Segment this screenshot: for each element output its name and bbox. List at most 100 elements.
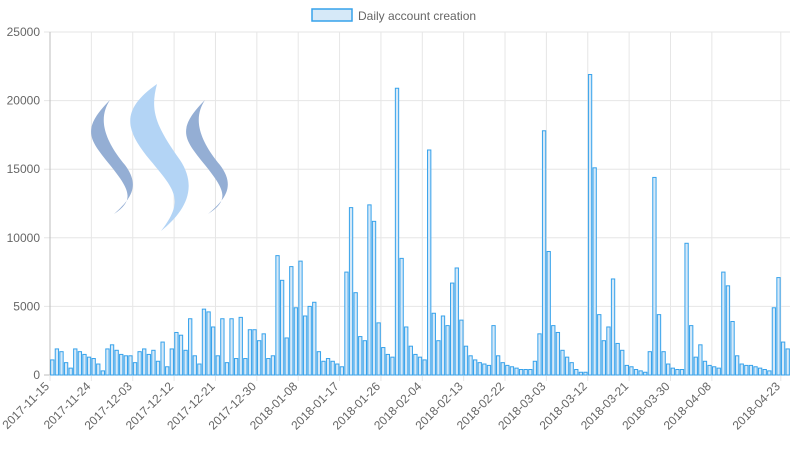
bar[interactable] bbox=[252, 329, 257, 376]
bar[interactable] bbox=[109, 344, 115, 376]
bar[interactable] bbox=[197, 363, 202, 376]
bar[interactable] bbox=[174, 331, 179, 376]
bar[interactable] bbox=[505, 364, 510, 376]
bar[interactable] bbox=[638, 370, 643, 376]
bar[interactable] bbox=[165, 366, 170, 376]
bar[interactable] bbox=[137, 351, 142, 376]
bar[interactable] bbox=[693, 356, 698, 376]
chart-legend[interactable]: Daily account creation bbox=[311, 8, 476, 23]
bar[interactable] bbox=[670, 367, 675, 376]
bar[interactable] bbox=[293, 307, 299, 376]
bar[interactable] bbox=[192, 355, 197, 376]
bar[interactable] bbox=[408, 345, 413, 376]
bar[interactable] bbox=[495, 355, 501, 376]
bar[interactable] bbox=[155, 360, 161, 376]
bar[interactable] bbox=[610, 278, 616, 376]
bar[interactable] bbox=[450, 282, 455, 376]
bar[interactable] bbox=[776, 277, 781, 376]
bar[interactable] bbox=[574, 369, 579, 376]
bar[interactable] bbox=[211, 326, 216, 376]
bar[interactable] bbox=[523, 369, 528, 376]
bar[interactable] bbox=[302, 315, 308, 376]
bar[interactable] bbox=[381, 347, 386, 376]
bar[interactable] bbox=[578, 371, 584, 376]
bar[interactable] bbox=[119, 353, 124, 376]
bar[interactable] bbox=[780, 341, 786, 376]
bar[interactable] bbox=[413, 353, 418, 376]
bar[interactable] bbox=[615, 342, 620, 376]
bar[interactable] bbox=[86, 356, 92, 376]
bar[interactable] bbox=[560, 349, 565, 376]
bar[interactable] bbox=[169, 348, 174, 376]
bar[interactable] bbox=[528, 369, 533, 376]
bar[interactable] bbox=[721, 271, 726, 376]
bar[interactable] bbox=[390, 356, 395, 376]
bar[interactable] bbox=[358, 336, 363, 376]
bar[interactable] bbox=[63, 362, 69, 376]
bar[interactable] bbox=[279, 279, 285, 376]
bar[interactable] bbox=[59, 351, 64, 376]
bar[interactable] bbox=[371, 220, 377, 376]
bar[interactable] bbox=[633, 369, 639, 376]
bar[interactable] bbox=[546, 251, 551, 376]
bar[interactable] bbox=[771, 307, 777, 376]
bar[interactable] bbox=[757, 367, 763, 376]
bar[interactable] bbox=[344, 271, 349, 376]
bar[interactable] bbox=[473, 359, 478, 376]
bar[interactable] bbox=[661, 351, 666, 376]
bar[interactable] bbox=[54, 348, 60, 376]
bar[interactable] bbox=[541, 130, 547, 376]
bar[interactable] bbox=[652, 176, 657, 376]
bar[interactable] bbox=[431, 312, 436, 376]
bar[interactable] bbox=[114, 349, 119, 376]
bar[interactable] bbox=[289, 266, 294, 376]
bar[interactable] bbox=[312, 301, 317, 376]
bar[interactable] bbox=[316, 351, 322, 376]
bar[interactable] bbox=[188, 318, 193, 376]
bar[interactable] bbox=[767, 370, 772, 376]
bar[interactable] bbox=[509, 366, 515, 376]
bar[interactable] bbox=[353, 292, 358, 376]
bar[interactable] bbox=[486, 364, 492, 376]
bar[interactable] bbox=[404, 326, 409, 376]
bar[interactable] bbox=[656, 314, 662, 376]
bar[interactable] bbox=[459, 319, 464, 376]
bar[interactable] bbox=[440, 315, 446, 376]
bar[interactable] bbox=[647, 351, 652, 376]
bar[interactable] bbox=[224, 362, 230, 376]
bar[interactable] bbox=[73, 348, 78, 376]
bar[interactable] bbox=[551, 325, 556, 376]
bar[interactable] bbox=[151, 349, 156, 376]
bar[interactable] bbox=[583, 371, 588, 376]
bar[interactable] bbox=[325, 358, 331, 376]
bar[interactable] bbox=[256, 340, 262, 376]
bar[interactable] bbox=[321, 360, 326, 376]
bar[interactable] bbox=[606, 326, 611, 376]
bar[interactable] bbox=[445, 325, 450, 376]
bar[interactable] bbox=[555, 331, 561, 376]
bar[interactable] bbox=[215, 355, 220, 376]
bar[interactable] bbox=[160, 341, 165, 376]
bar[interactable] bbox=[587, 74, 593, 376]
bar[interactable] bbox=[532, 360, 538, 376]
bar[interactable] bbox=[178, 334, 184, 376]
bar[interactable] bbox=[146, 353, 151, 376]
bar[interactable] bbox=[785, 348, 790, 376]
bar[interactable] bbox=[399, 257, 404, 376]
bar[interactable] bbox=[367, 204, 372, 376]
bar[interactable] bbox=[183, 349, 188, 376]
bar[interactable] bbox=[454, 267, 459, 376]
bar[interactable] bbox=[362, 340, 368, 376]
bar[interactable] bbox=[725, 285, 731, 376]
bar[interactable] bbox=[730, 320, 735, 376]
bar[interactable] bbox=[597, 314, 602, 376]
bar[interactable] bbox=[100, 370, 106, 376]
bar[interactable] bbox=[712, 366, 717, 376]
bar[interactable] bbox=[68, 367, 73, 376]
bar[interactable] bbox=[514, 367, 519, 376]
bar[interactable] bbox=[206, 311, 211, 376]
bar[interactable] bbox=[91, 358, 96, 376]
bar[interactable] bbox=[436, 340, 441, 376]
bar[interactable] bbox=[716, 367, 721, 376]
bar[interactable] bbox=[569, 362, 574, 376]
